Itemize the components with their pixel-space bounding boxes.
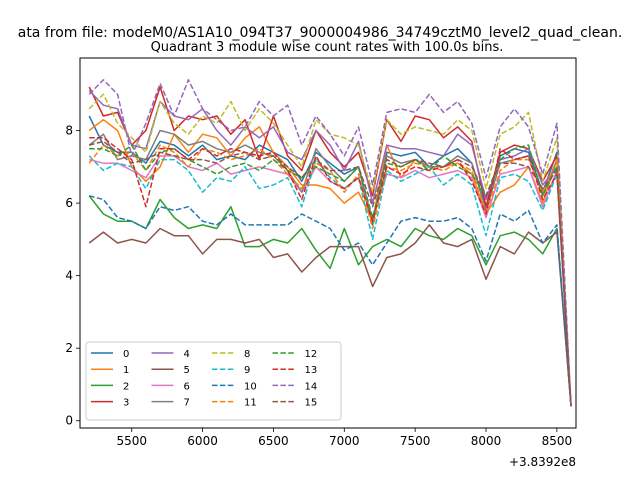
x-tick-label: 8000 <box>471 434 502 448</box>
legend-label-13: 13 <box>305 365 318 376</box>
legend-label-11: 11 <box>244 398 257 409</box>
series-line-11 <box>88 144 572 407</box>
legend-label-0: 0 <box>123 349 129 360</box>
legend-label-8: 8 <box>244 349 250 360</box>
x-tick-label: 8500 <box>542 434 573 448</box>
series-line-8 <box>88 93 572 407</box>
series-line-14 <box>88 79 572 407</box>
legend-label-2: 2 <box>123 381 129 392</box>
y-tick-label: 4 <box>65 269 73 283</box>
series-line-9 <box>88 155 572 407</box>
series-line-5 <box>88 224 572 407</box>
series-line-15 <box>89 140 572 407</box>
legend-label-9: 9 <box>244 365 250 376</box>
chart-title: Quadrant 3 module wise count rates with … <box>151 40 504 55</box>
legend-label-4: 4 <box>184 349 190 360</box>
series-line-2 <box>88 195 572 407</box>
x-tick-label: 5500 <box>116 434 147 448</box>
figure-suptitle: ata from file: modeM0/AS1A10_094T37_9000… <box>18 25 623 41</box>
series-line-10 <box>89 195 572 407</box>
legend-label-5: 5 <box>184 365 190 376</box>
axis-layer: 5500 6000 6500 7000 7500 8000 8500 0 2 4 6 8 <box>65 124 572 448</box>
legend-label-12: 12 <box>305 349 318 360</box>
legend-label-15: 15 <box>305 398 318 409</box>
x-tick-label: 6000 <box>187 434 218 448</box>
legend-label-1: 1 <box>123 365 129 376</box>
series-line-1 <box>88 118 572 407</box>
series-line-7 <box>88 129 572 407</box>
legend-label-6: 6 <box>184 381 190 392</box>
y-tick-label: 2 <box>65 341 73 355</box>
x-tick-label: 7500 <box>400 434 431 448</box>
y-tick-label: 8 <box>65 124 73 138</box>
plot-frame <box>79 57 577 429</box>
x-axis-offset-label: +3.8392e8 <box>509 455 576 469</box>
y-tick-label: 6 <box>65 196 73 210</box>
legend-label-10: 10 <box>244 381 257 392</box>
series-line-13 <box>89 137 572 407</box>
x-tick-label: 7000 <box>329 434 360 448</box>
y-tick-label: 0 <box>65 414 73 428</box>
legend-label-14: 14 <box>305 381 318 392</box>
series-line-12 <box>89 144 572 407</box>
series-layer <box>88 79 572 407</box>
legend-box <box>85 341 342 421</box>
legend-label-3: 3 <box>123 398 129 409</box>
legend-label-7: 7 <box>184 398 190 409</box>
x-tick-label: 6500 <box>258 434 289 448</box>
